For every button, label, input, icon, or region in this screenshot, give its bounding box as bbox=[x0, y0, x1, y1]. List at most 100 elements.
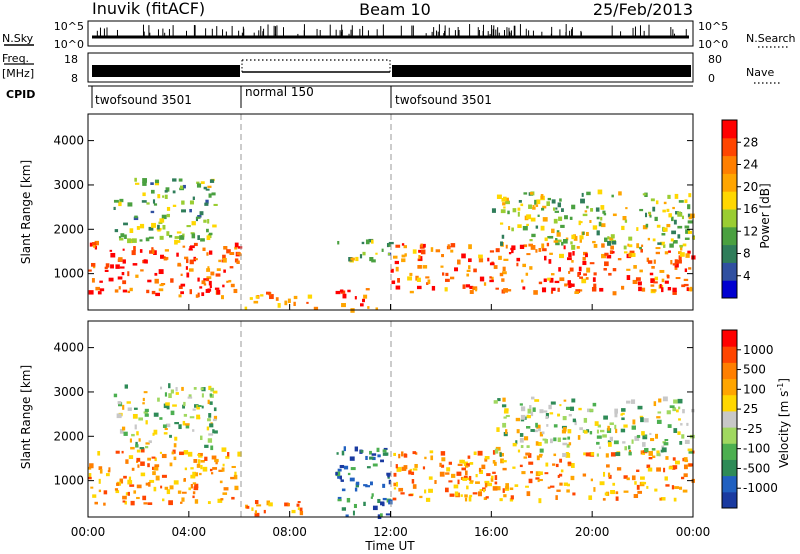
echo-cell bbox=[528, 461, 534, 465]
echo-cell bbox=[542, 438, 547, 441]
echo-cell bbox=[620, 428, 626, 433]
echo-cell bbox=[568, 442, 572, 446]
echo-cell bbox=[668, 213, 672, 218]
echo-cell bbox=[528, 478, 533, 484]
echo-cell bbox=[343, 446, 346, 452]
echo-cell bbox=[268, 502, 273, 507]
echo-cell bbox=[355, 483, 360, 488]
echo-cell bbox=[628, 244, 633, 248]
echo-cell bbox=[127, 290, 131, 294]
echo-cell bbox=[463, 461, 469, 466]
echo-cell bbox=[642, 193, 647, 196]
echo-cell bbox=[234, 242, 239, 248]
echo-cell bbox=[607, 472, 611, 478]
echo-cell bbox=[523, 436, 529, 441]
echo-cell bbox=[144, 413, 149, 417]
echo-cell bbox=[203, 278, 208, 281]
echo-cell bbox=[154, 183, 160, 186]
echo-cell bbox=[382, 497, 387, 501]
echo-cell bbox=[674, 460, 680, 465]
echo-cell bbox=[464, 465, 469, 468]
echo-cell bbox=[197, 405, 202, 408]
echo-cell bbox=[547, 277, 551, 281]
echo-cell bbox=[154, 179, 160, 184]
echo-cell bbox=[404, 253, 407, 257]
echo-cell bbox=[200, 181, 205, 185]
echo-cell bbox=[646, 464, 651, 469]
echo-cell bbox=[542, 205, 547, 209]
echo-cell bbox=[107, 470, 111, 473]
colorbar-tick-label: -25 bbox=[743, 422, 763, 436]
echo-cell bbox=[123, 431, 128, 436]
echo-cell bbox=[610, 489, 616, 494]
echo-cell bbox=[548, 404, 552, 410]
echo-cell bbox=[444, 287, 448, 292]
echo-cell bbox=[494, 461, 497, 466]
echo-cell bbox=[672, 465, 678, 470]
echo-cell bbox=[369, 257, 374, 262]
echo-cell bbox=[448, 480, 453, 483]
echo-cell bbox=[398, 453, 401, 459]
echo-cell bbox=[586, 429, 590, 433]
velocity-x-ticks: 00:00 04:00 08:00 12:00 16:00 20:00 00:00 bbox=[71, 304, 710, 539]
echo-cell bbox=[597, 424, 602, 428]
echo-cell bbox=[559, 198, 562, 202]
echo-cell bbox=[246, 505, 250, 509]
echo-cell bbox=[361, 241, 365, 245]
echo-cell bbox=[656, 467, 661, 472]
echo-cell bbox=[493, 265, 498, 269]
echo-cell bbox=[255, 295, 259, 299]
echo-cell bbox=[512, 442, 517, 447]
echo-cell bbox=[138, 417, 144, 421]
echo-cell bbox=[365, 455, 368, 460]
echo-cell bbox=[176, 240, 181, 243]
echo-cell bbox=[444, 487, 449, 493]
echo-cell bbox=[635, 277, 641, 281]
echo-cell bbox=[640, 476, 645, 480]
echo-cell bbox=[190, 245, 195, 249]
echo-cell bbox=[206, 278, 210, 282]
echo-cell bbox=[347, 472, 351, 476]
echo-cell bbox=[638, 282, 641, 285]
echo-cell bbox=[104, 269, 109, 272]
echo-cell bbox=[339, 289, 343, 293]
echo-cell bbox=[555, 495, 558, 500]
echo-cell bbox=[335, 472, 338, 476]
echo-cell bbox=[503, 416, 507, 419]
velocity-colorbar: 1000 500 100 25 -25 -100 -500 -1000 Velocity [m… bbox=[721, 329, 791, 509]
echo-cell bbox=[539, 454, 543, 458]
echo-cell bbox=[99, 288, 105, 292]
echo-cell bbox=[388, 241, 394, 245]
echo-cell bbox=[469, 480, 474, 483]
echo-cell bbox=[453, 484, 459, 489]
echo-cell bbox=[181, 386, 184, 391]
echo-cell bbox=[307, 294, 313, 299]
echo-cell bbox=[168, 383, 171, 389]
echo-cell bbox=[335, 471, 341, 477]
echo-cell bbox=[596, 441, 600, 445]
echo-cell bbox=[654, 276, 659, 281]
echo-cell bbox=[152, 199, 156, 204]
echo-cell bbox=[439, 462, 442, 467]
echo-cell bbox=[215, 273, 221, 277]
echo-cell bbox=[530, 471, 533, 474]
echo-cell bbox=[371, 453, 377, 456]
echo-cell bbox=[172, 204, 177, 207]
echo-cell bbox=[568, 271, 571, 274]
echo-cell bbox=[683, 278, 689, 282]
echo-cell bbox=[110, 264, 114, 269]
echo-cell bbox=[145, 482, 151, 486]
echo-cell bbox=[199, 472, 202, 476]
echo-cell bbox=[299, 510, 304, 516]
echo-cell bbox=[371, 259, 376, 263]
echo-cell bbox=[545, 415, 549, 420]
echo-cell bbox=[157, 224, 160, 230]
echo-cell bbox=[596, 453, 599, 457]
echo-cell bbox=[610, 234, 615, 239]
echo-cell bbox=[536, 199, 541, 205]
echo-cell bbox=[163, 403, 168, 409]
echo-cell bbox=[127, 238, 132, 244]
echo-cell bbox=[354, 446, 359, 452]
echo-cell bbox=[287, 298, 291, 303]
echo-cell bbox=[132, 263, 138, 266]
